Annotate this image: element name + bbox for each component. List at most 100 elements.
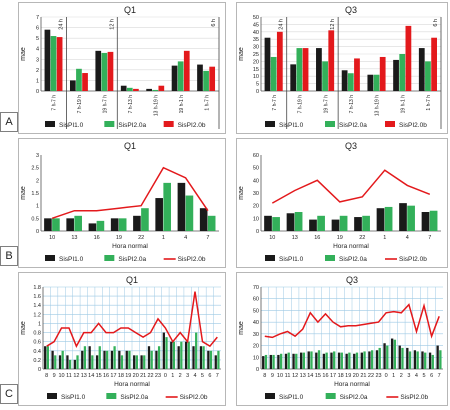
bar	[183, 50, 190, 91]
x-tick-label: 0	[385, 373, 388, 379]
panel-row-b-q3: Q3 0 10 20 30 40 50 60 mae 10 13 16 19 22 1 4 7 Hora norm…	[236, 138, 448, 268]
y-tick-label: 3	[36, 153, 39, 159]
bar	[217, 350, 220, 369]
bar	[76, 355, 79, 369]
chart-title: Q3	[346, 275, 358, 285]
panel-row-a-q3: Q3 0 5 10 15 20 25 30 35 40 45 50 mae 7 h-7 h 7 h-19 h…	[236, 2, 448, 134]
panel-row-a-q1: Q1 0 1 2 3 4 5 6 7 mae 7 h-7 h 7 h-19 h 19 h-7 h 7 h-…	[18, 2, 226, 134]
y-tick-label: 0.8	[33, 331, 41, 337]
y-tick-label: 50	[253, 308, 259, 314]
bar	[436, 345, 439, 369]
legend-swatch	[385, 121, 395, 127]
bar	[207, 350, 210, 369]
legend-label: SisPI1.0	[279, 122, 304, 129]
bar	[187, 341, 190, 369]
y-tick-label: 1	[36, 78, 39, 84]
legend-swatch	[265, 121, 275, 127]
bar	[384, 206, 393, 231]
bar	[195, 332, 198, 369]
bar	[286, 213, 295, 231]
bar	[170, 341, 173, 369]
bar	[66, 218, 74, 231]
x-tick-label: 20	[133, 373, 139, 379]
legend-swatch	[104, 255, 115, 261]
x-tick-label: 10	[277, 373, 283, 379]
chart-title: Q1	[124, 141, 136, 151]
bar	[337, 352, 341, 369]
bar	[101, 52, 108, 91]
bar	[418, 48, 425, 91]
bar	[54, 355, 57, 369]
panel-row-c-q3: Q3 0 10 20 30 40 50 60 70 mae 8 9 10 11 12 13 14 15 16 17 18…	[236, 272, 448, 406]
legend-swatch	[325, 393, 336, 399]
bar	[272, 354, 275, 369]
y-tick-label: 1	[38, 321, 41, 327]
x-tick-label: 21	[360, 373, 366, 379]
x-tick-label: 7	[206, 235, 209, 241]
y-tick-label: 10	[253, 355, 259, 361]
y-tick-label: 35	[253, 37, 259, 43]
x-tick-label: 2	[179, 373, 182, 379]
bar	[69, 80, 76, 91]
bar	[50, 36, 57, 91]
bar	[393, 59, 399, 91]
x-tick-label: 11	[285, 373, 291, 379]
bar	[347, 73, 354, 91]
bar	[184, 341, 188, 369]
y-tick-label: 25	[253, 52, 259, 58]
bar	[76, 68, 82, 91]
bar	[146, 88, 152, 91]
bar	[429, 210, 438, 231]
x-tick-label: 1	[392, 373, 395, 379]
x-tick-label: 16	[103, 373, 109, 379]
x-tick-label: 19	[337, 235, 343, 241]
legend-swatch	[265, 255, 275, 261]
bar	[88, 346, 91, 369]
legend-label: SisPI2.0b	[400, 394, 428, 401]
x-tick-label: 19	[345, 373, 351, 379]
bar	[177, 182, 186, 231]
bar	[373, 74, 380, 91]
series-line	[264, 302, 440, 339]
x-tick-label: 3	[186, 373, 189, 379]
bar	[214, 355, 217, 369]
x-tick-label: 17	[330, 373, 336, 379]
legend-swatch	[325, 255, 335, 261]
legend-label: SisPI2.0a	[339, 122, 367, 129]
x-tick-label: 1	[162, 235, 165, 241]
bar	[202, 346, 205, 369]
chart-a-q1: Q1 0 1 2 3 4 5 6 7 mae 7 h-7 h 7 h-19 h 19 h-7 h 7 h-…	[20, 5, 220, 129]
bar	[416, 351, 419, 369]
panel-row-b-q1: Q1 0 0.5 1 1.5 2 2.5 3 mae 10 13 16 19 22 1 4 7 Hora norm…	[18, 138, 226, 268]
bar	[262, 356, 265, 369]
x-axis-label: Hora normal	[333, 243, 369, 250]
x-tick-label: 0	[164, 373, 167, 379]
legend-label: SisPI1.0	[59, 256, 84, 263]
y-tick-label: 5	[256, 82, 259, 88]
bar	[379, 56, 386, 91]
chart-title: Q1	[124, 5, 136, 15]
bar	[348, 352, 351, 369]
bar	[264, 354, 268, 369]
x-tick-label: 7 h-7 h	[52, 95, 58, 111]
y-tick-label: 50	[253, 166, 259, 172]
bar	[354, 217, 362, 231]
bar	[428, 352, 432, 369]
bar	[133, 355, 136, 369]
bar	[95, 50, 102, 91]
x-axis-label: Hora normal	[112, 243, 148, 250]
legend-label: SisPI1.0	[279, 394, 304, 401]
bar	[91, 355, 94, 369]
y-tick-label: 20	[253, 59, 259, 65]
bar	[44, 218, 52, 231]
legend-label: SisPI2.0a	[120, 394, 148, 401]
bar	[110, 350, 114, 369]
x-tick-label: 7 h-13 h	[128, 95, 134, 114]
bar	[363, 351, 366, 369]
bar	[140, 355, 143, 369]
x-tick-label: 9	[271, 373, 274, 379]
bar	[277, 354, 280, 369]
bar	[120, 355, 124, 369]
y-tick-label: 2	[36, 68, 39, 74]
bar	[177, 61, 184, 91]
